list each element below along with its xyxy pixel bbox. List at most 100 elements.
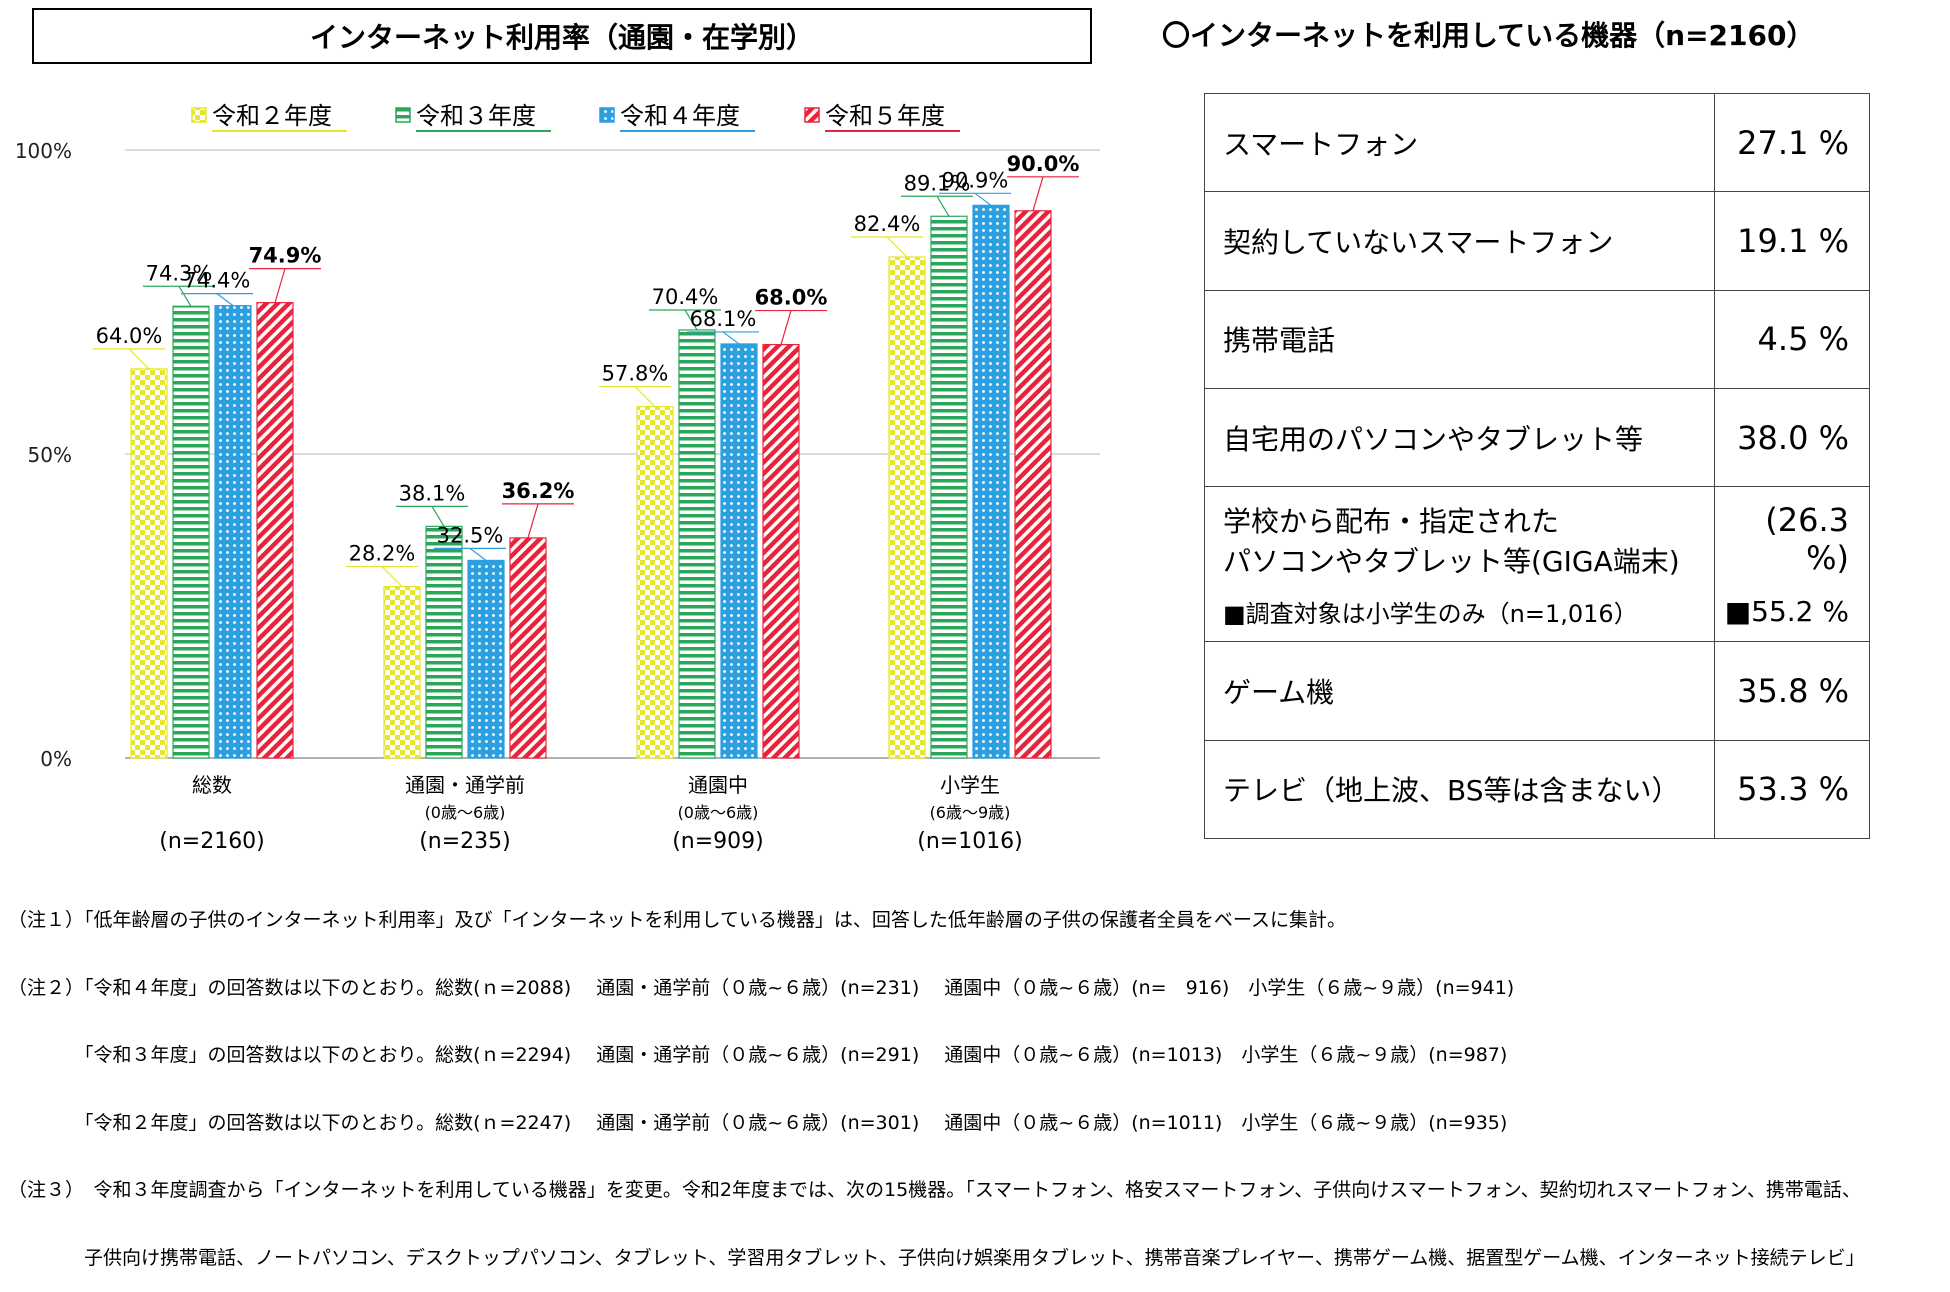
bar (636, 405, 674, 759)
table-row: 携帯電話 4.5 % (1204, 289, 1870, 389)
data-label: 57.8% (602, 362, 669, 386)
data-label: 74.3% (146, 261, 213, 285)
y-tick-label: 100% (15, 139, 72, 163)
legend-label: 令和３年度 (416, 102, 536, 130)
bar (720, 343, 758, 759)
leader-line (936, 195, 950, 217)
bar (930, 215, 968, 759)
x-category-n: (n=235) (419, 829, 511, 854)
data-label: 70.4% (652, 285, 719, 309)
device-value: 4.5 % (1714, 289, 1870, 389)
leader-line (527, 503, 539, 539)
footnote: （注３） 令和３年度調査から「インターネットを利用している機器」を変更。令和2年… (8, 1179, 1861, 1201)
x-category-label: 総数 (192, 773, 232, 797)
legend-label: 令和４年度 (620, 102, 740, 130)
footnote: （注２）「令和４年度」の回答数は以下のとおり。総数(ｎ=2088) 通園・通学前… (8, 976, 1515, 999)
device-value: (26.3 %) ■55.2 % (1714, 486, 1870, 643)
data-label: 28.2% (349, 542, 416, 566)
bar (214, 305, 252, 759)
device-value: 27.1 % (1714, 92, 1870, 193)
device-label: 自宅用のパソコンやタブレット等 (1204, 387, 1715, 488)
data-label: 89.1% (904, 171, 971, 195)
leader-line (381, 566, 403, 587)
bar (762, 343, 800, 759)
devices-title: 〇インターネットを利用している機器（n=2160） (1162, 19, 1815, 52)
x-category-label: 通園・通学前 (405, 773, 525, 797)
bar (1014, 210, 1052, 759)
data-label: 74.9% (249, 244, 322, 268)
leader-line (178, 285, 192, 307)
leader-line (469, 547, 487, 561)
leader-line (128, 348, 150, 370)
leader-line (722, 331, 740, 345)
x-category-sublabel: (0歳～6歳) (425, 803, 506, 822)
bar (172, 305, 210, 759)
device-value: 19.1 % (1714, 191, 1870, 291)
legend-swatch (395, 107, 411, 123)
leader-line (1032, 176, 1044, 211)
leader-line (216, 293, 234, 307)
data-label: 64.0% (96, 324, 163, 348)
device-value: 53.3 % (1714, 739, 1870, 840)
giga-sub-label: ■調査対象は小学生のみ（n=1,016） (1223, 599, 1638, 628)
device-label: テレビ（地上波、BS等は含まない） (1204, 739, 1715, 840)
footnotes: （注１）「低年齢層の子供のインターネット利用率」及び「インターネットを利用してい… (8, 864, 1865, 1292)
footnote: 「令和２年度」の回答数は以下のとおり。総数(ｎ=2247) 通園・通学前（０歳~… (8, 1111, 1508, 1134)
table-row: 学校から配布・指定された パソコンやタブレット等(GIGA端末) ■調査対象は小… (1204, 486, 1870, 643)
x-category-n: (n=1016) (917, 829, 1023, 854)
data-label: 74.4% (184, 269, 251, 293)
table-row: 自宅用のパソコンやタブレット等 38.0 % (1204, 387, 1870, 488)
y-tick-label: 50% (28, 443, 72, 467)
leader-line (886, 236, 908, 258)
x-category-n: (n=2160) (159, 829, 265, 854)
leader-line (634, 386, 656, 408)
data-label: 38.1% (399, 481, 466, 505)
leader-line (431, 506, 445, 527)
legend-swatch (191, 107, 207, 123)
x-category-sublabel: (6歳～9歳) (930, 803, 1011, 822)
bar (256, 302, 294, 759)
bar (509, 537, 547, 759)
bar (678, 329, 716, 759)
device-label: スマートフォン (1204, 92, 1715, 193)
bar (972, 204, 1010, 759)
device-value: 38.0 % (1714, 387, 1870, 488)
x-category-label: 通園中 (688, 773, 748, 797)
x-category-n: (n=909) (672, 829, 764, 854)
leader-line (974, 192, 992, 206)
leader-line (780, 310, 792, 345)
leader-line (274, 268, 286, 303)
bar (888, 256, 926, 759)
data-label: 90.0% (1007, 152, 1080, 176)
footnote: （注１）「低年齢層の子供のインターネット利用率」及び「インターネットを利用してい… (8, 909, 1346, 931)
giga-label-line1: 学校から配布・指定された (1223, 504, 1560, 538)
data-label: 68.0% (755, 286, 828, 310)
legend-swatch (804, 107, 820, 123)
data-label: 68.1% (690, 307, 757, 331)
bar (425, 525, 463, 759)
devices-table: スマートフォン 27.1 % 契約していないスマートフォン 19.1 % 携帯電… (1204, 92, 1870, 840)
chart-title: インターネット利用率（通園・在学別） (32, 8, 1092, 64)
device-label: 学校から配布・指定された パソコンやタブレット等(GIGA端末) ■調査対象は小… (1204, 486, 1715, 643)
legend-label: 令和２年度 (212, 102, 332, 130)
x-category-label: 小学生 (940, 773, 1000, 797)
data-label: 82.4% (854, 212, 921, 236)
bar-chart: 0% 50% 100% 令和２年度 令和３年度 令和４年度 令和５年度 64.0% 74.3… (15, 102, 1100, 854)
data-label: 90.9% (942, 168, 1009, 192)
legend-swatch (599, 107, 615, 123)
device-value: 35.8 % (1714, 641, 1870, 741)
table-row: スマートフォン 27.1 % (1204, 92, 1870, 193)
bar (383, 585, 421, 759)
giga-label-line2: パソコンやタブレット等(GIGA端末) (1223, 544, 1680, 578)
bar (467, 559, 505, 759)
table-row: 契約していないスマートフォン 19.1 % (1204, 191, 1870, 291)
device-label: 携帯電話 (1204, 289, 1715, 389)
giga-value: (26.3 %) (1765, 500, 1849, 577)
bar (130, 368, 168, 759)
table-row: ゲーム機 35.8 % (1204, 641, 1870, 741)
table-row: テレビ（地上波、BS等は含まない） 53.3 % (1204, 739, 1870, 840)
footnote: 子供向け携帯電話、ノートパソコン、デスクトップパソコン、タブレット、学習用タブレ… (8, 1246, 1865, 1269)
leader-line (684, 309, 698, 331)
device-label: 契約していないスマートフォン (1204, 191, 1715, 291)
footnote: 「令和３年度」の回答数は以下のとおり。総数(ｎ=2294) 通園・通学前（０歳~… (8, 1044, 1508, 1066)
